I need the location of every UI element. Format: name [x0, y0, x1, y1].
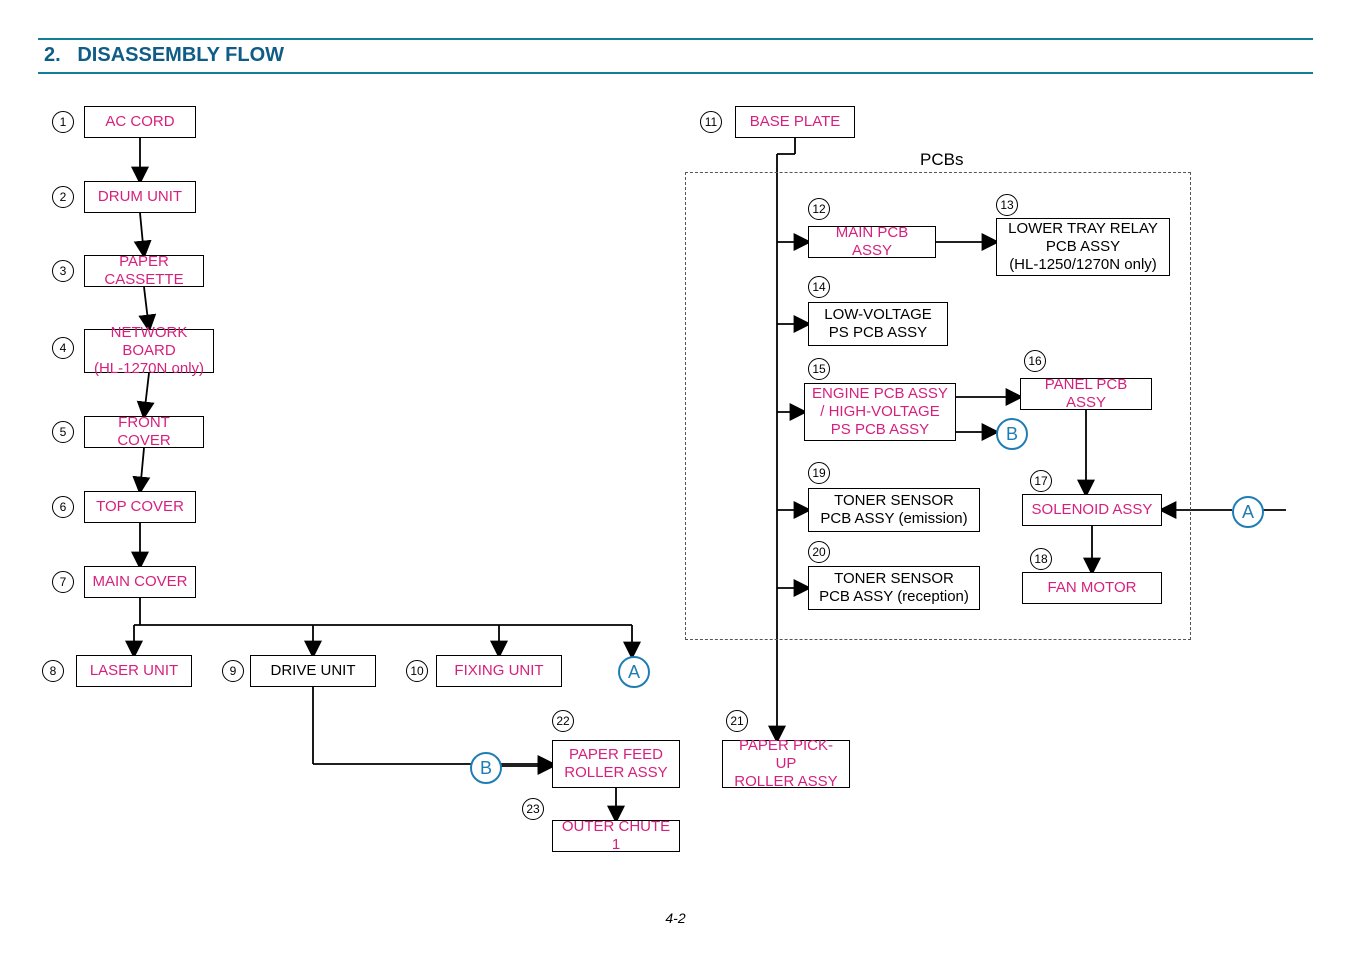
- node-n3[interactable]: PAPER CASSETTE: [84, 255, 204, 287]
- section-heading: 2. DISASSEMBLY FLOW: [44, 44, 284, 67]
- node-n15[interactable]: ENGINE PCB ASSY / HIGH-VOLTAGE PS PCB AS…: [804, 383, 956, 441]
- connector-B-B1: B: [470, 752, 502, 784]
- node-n12[interactable]: MAIN PCB ASSY: [808, 226, 936, 258]
- step-number-12: 12: [808, 198, 830, 220]
- connector-A-A2: A: [1232, 496, 1264, 528]
- node-n23[interactable]: OUTER CHUTE 1: [552, 820, 680, 852]
- node-n20: TONER SENSOR PCB ASSY (reception): [808, 566, 980, 610]
- pcbs-label: PCBs: [920, 150, 963, 170]
- section-title-text: DISASSEMBLY FLOW: [77, 44, 284, 66]
- node-n4[interactable]: NETWORK BOARD (HL-1270N only): [84, 329, 214, 373]
- node-n5[interactable]: FRONT COVER: [84, 416, 204, 448]
- step-number-5: 5: [52, 421, 74, 443]
- node-n1[interactable]: AC CORD: [84, 106, 196, 138]
- step-number-18: 18: [1030, 548, 1052, 570]
- step-number-1: 1: [52, 111, 74, 133]
- node-n14: LOW-VOLTAGE PS PCB ASSY: [808, 302, 948, 346]
- step-number-17: 17: [1030, 470, 1052, 492]
- step-number-23: 23: [522, 798, 544, 820]
- step-number-13: 13: [996, 194, 1018, 216]
- bottom-rule: [38, 72, 1313, 74]
- node-n11[interactable]: BASE PLATE: [735, 106, 855, 138]
- section-number: 2.: [44, 44, 61, 66]
- step-number-20: 20: [808, 541, 830, 563]
- step-number-16: 16: [1024, 350, 1046, 372]
- step-number-21: 21: [726, 710, 748, 732]
- step-number-9: 9: [222, 660, 244, 682]
- step-number-6: 6: [52, 496, 74, 518]
- node-n7[interactable]: MAIN COVER: [84, 566, 196, 598]
- node-n13: LOWER TRAY RELAY PCB ASSY (HL-1250/1270N…: [996, 218, 1170, 276]
- node-n22[interactable]: PAPER FEED ROLLER ASSY: [552, 740, 680, 788]
- node-n19: TONER SENSOR PCB ASSY (emission): [808, 488, 980, 532]
- node-n2[interactable]: DRUM UNIT: [84, 181, 196, 213]
- node-n16[interactable]: PANEL PCB ASSY: [1020, 378, 1152, 410]
- connector-A-A1: A: [618, 656, 650, 688]
- step-number-11: 11: [700, 111, 722, 133]
- node-n17[interactable]: SOLENOID ASSY: [1022, 494, 1162, 526]
- step-number-3: 3: [52, 260, 74, 282]
- step-number-15: 15: [808, 358, 830, 380]
- step-number-2: 2: [52, 186, 74, 208]
- top-rule: [38, 38, 1313, 40]
- step-number-8: 8: [42, 660, 64, 682]
- step-number-22: 22: [552, 710, 574, 732]
- node-n9: DRIVE UNIT: [250, 655, 376, 687]
- node-n8[interactable]: LASER UNIT: [76, 655, 192, 687]
- node-n10[interactable]: FIXING UNIT: [436, 655, 562, 687]
- node-n21[interactable]: PAPER PICK-UP ROLLER ASSY: [722, 740, 850, 788]
- step-number-10: 10: [406, 660, 428, 682]
- page-number: 4-2: [0, 910, 1351, 926]
- connector-B-B2: B: [996, 418, 1028, 450]
- step-number-14: 14: [808, 276, 830, 298]
- page: 2. DISASSEMBLY FLOW PCBs AC CORD 1 DRUM UN…: [0, 0, 1351, 954]
- node-n18[interactable]: FAN MOTOR: [1022, 572, 1162, 604]
- node-n6[interactable]: TOP COVER: [84, 491, 196, 523]
- step-number-4: 4: [52, 337, 74, 359]
- step-number-7: 7: [52, 571, 74, 593]
- step-number-19: 19: [808, 462, 830, 484]
